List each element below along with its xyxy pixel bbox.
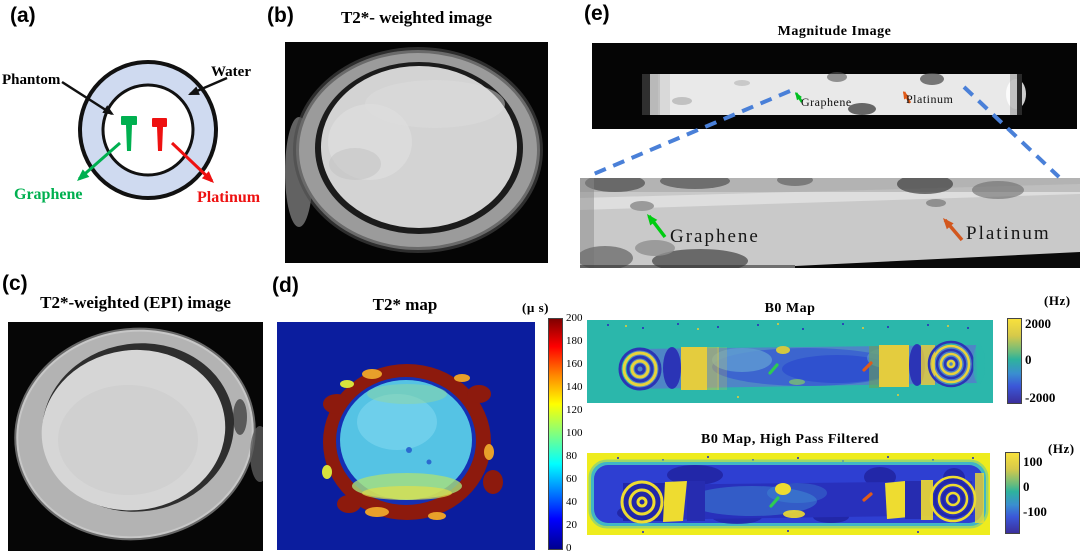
zoom-callout-lines [588, 85, 1061, 179]
colorbar-tick: 60 [566, 473, 577, 485]
t2-map-units-label: (µ s) [522, 300, 549, 315]
colorbar-tick: 0 [1023, 479, 1030, 494]
hpf-platinum-marker [862, 492, 873, 502]
colorbar-tick: 2000 [1025, 316, 1051, 331]
colorbar-tick: 100 [1023, 454, 1043, 469]
panel-e-tag: (e) [584, 2, 610, 25]
colorbar-tick: 80 [566, 450, 577, 462]
callout-line-left [588, 89, 791, 178]
b0-map-image [587, 320, 993, 403]
b0-map-units-label: (Hz) [1044, 293, 1071, 308]
t2-map-colorbar: 200 180 160 140 120 100 80 60 40 20 0 [548, 312, 608, 554]
colorbar-tick: 0 [1025, 352, 1032, 367]
magnitude-graphene-arrowhead-icon [795, 92, 802, 101]
zoomed-magnitude-image [580, 178, 1080, 268]
b0-map-title: B0 Map [764, 301, 816, 316]
b0-graphene-marker [768, 363, 779, 375]
b0-hpf-colorbar: 100 0 -100 [1005, 452, 1075, 538]
panel-b-title: T2*- weighted image [340, 8, 493, 27]
magnitude-platinum-arrowhead-icon [903, 91, 910, 100]
magnitude-graphene-label: Graphene [801, 95, 852, 109]
water-arrowhead-icon [188, 86, 200, 95]
colorbar-tick: 200 [566, 312, 583, 324]
platinum-arrow [170, 141, 214, 183]
panel-b-tag: (b) [267, 4, 294, 27]
b0-hpf-title: B0 Map, High Pass Filtered [700, 432, 880, 447]
colorbar-tick: -2000 [1025, 390, 1056, 405]
colorbar-tick: 140 [566, 381, 583, 393]
hpf-left-rings [620, 480, 664, 524]
panel-c-title: T2*-weighted (EPI) image [40, 293, 231, 312]
hpf-colorbar-gradient [1005, 452, 1020, 534]
zoom-platinum-arrowhead-icon [943, 218, 954, 230]
colorbar-tick: 0 [566, 542, 572, 554]
hpf-graphene-marker [769, 496, 780, 508]
panel-d-tag: (d) [272, 274, 299, 297]
zoom-graphene-label: Graphene [670, 226, 760, 247]
hpf-right-rings [929, 475, 977, 523]
b0-hpf-units-label: (Hz) [1048, 441, 1075, 456]
phantom-diagram [61, 60, 228, 200]
b0-map-colorbar: 2000 0 -2000 [1007, 316, 1077, 408]
colorbar-tick: 40 [566, 496, 577, 508]
colorbar-tick: 100 [566, 427, 583, 439]
graphene-arrowhead-icon [77, 169, 90, 181]
t2-weighted-image [285, 42, 548, 263]
b0-left-rings [618, 347, 662, 391]
graphene-label: Graphene [14, 186, 83, 203]
t2-map-colorbar-gradient [548, 318, 563, 550]
platinum-arrowhead-icon [201, 171, 214, 183]
b0-platinum-marker [862, 361, 873, 372]
magnitude-image [592, 43, 1077, 129]
zoom-graphene-arrowhead-icon [647, 214, 658, 226]
colorbar-tick: 160 [566, 358, 583, 370]
panel-d-title: T2* map [372, 295, 438, 314]
colorbar-tick: 120 [566, 404, 583, 416]
phantom-inner-circle [101, 83, 195, 177]
t2-weighted-epi-image [8, 322, 263, 551]
graphene-sample-icon [121, 116, 137, 151]
b0-colorbar-gradient [1007, 318, 1022, 404]
platinum-label: Platinum [197, 189, 261, 206]
colorbar-tick: 180 [566, 335, 583, 347]
magnitude-platinum-label: Platinum [906, 92, 954, 106]
callout-line-right [962, 85, 1061, 179]
phantom-arrowhead-icon [102, 105, 114, 115]
panel-c-tag: (c) [2, 272, 28, 295]
platinum-sample-icon [152, 118, 167, 151]
colorbar-tick: 20 [566, 519, 577, 531]
t2-star-map [277, 322, 535, 550]
colorbar-tick: -100 [1023, 504, 1047, 519]
panel-a-tag: (a) [10, 4, 36, 27]
zoom-platinum-label: Platinum [966, 223, 1051, 244]
magnitude-image-title: Magnitude Image [777, 24, 892, 39]
b0-hpf-image [587, 453, 990, 535]
phantom-arrow [61, 80, 113, 116]
water-label: Water [211, 64, 251, 80]
phantom-label: Phantom [2, 72, 61, 88]
